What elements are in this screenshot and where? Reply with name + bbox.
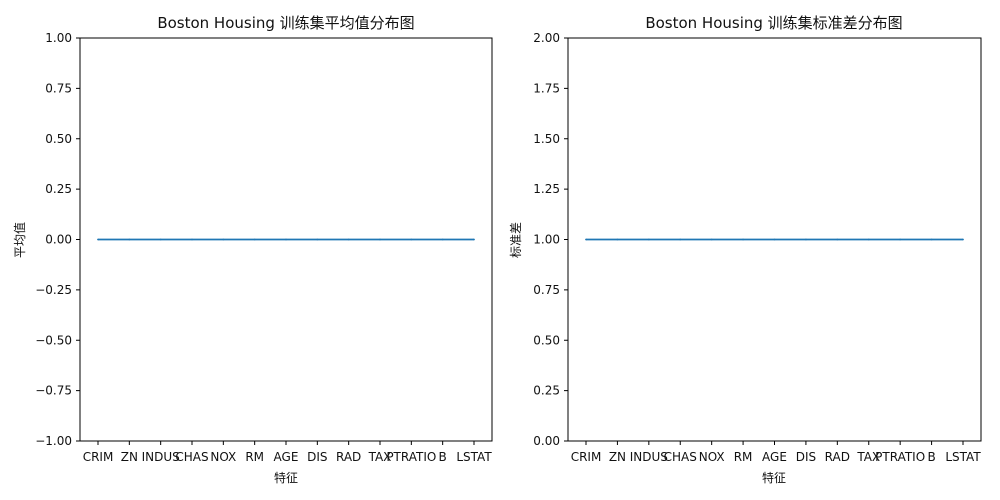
x-tick-label: RM xyxy=(734,450,753,464)
data-point xyxy=(347,238,350,241)
x-tick-label: INDUS xyxy=(142,450,180,464)
x-tick-label: LSTAT xyxy=(945,450,981,464)
y-tick-label: 2.00 xyxy=(533,31,560,45)
data-point xyxy=(867,238,870,241)
y-tick-label: 1.25 xyxy=(533,182,560,196)
data-point xyxy=(836,238,839,241)
chart-title: Boston Housing 训练集标准差分布图 xyxy=(645,14,902,32)
x-tick-label: TAX xyxy=(368,450,392,464)
x-tick-label: ZN xyxy=(609,450,626,464)
y-axis-label: 标准差 xyxy=(509,222,523,258)
y-tick-label: 0.25 xyxy=(533,384,560,398)
x-tick-label: AGE xyxy=(762,450,787,464)
y-tick-label: 0.25 xyxy=(45,182,72,196)
x-tick-label: B xyxy=(927,450,935,464)
data-point xyxy=(679,238,682,241)
y-tick-label: 0.75 xyxy=(533,283,560,297)
mean-chart-panel: Boston Housing 训练集平均值分布图 特征 平均值 −1.00 −0.… xyxy=(12,14,493,485)
data-point xyxy=(585,238,587,241)
x-tick-label: RAD xyxy=(825,450,850,464)
axis-ticks: 0.00 0.25 0.50 0.75 1.00 1.25 1.50 1.75 2.00 CRIM… xyxy=(533,31,981,464)
x-tick-label: NOX xyxy=(210,450,236,464)
y-tick-label: 1.50 xyxy=(533,132,560,146)
y-tick-label: 0.50 xyxy=(45,132,72,146)
data-point xyxy=(710,238,713,241)
y-tick-label: 1.00 xyxy=(45,31,72,45)
data-point xyxy=(962,238,964,241)
y-tick-label: 0.50 xyxy=(533,333,560,347)
x-tick-label: INDUS xyxy=(630,450,668,464)
x-tick-label: B xyxy=(439,450,447,464)
y-tick-label: 1.75 xyxy=(533,81,560,95)
axis-ticks: −1.00 −0.75 −0.50 −0.25 0.00 0.25 0.50 0.75 1.00… xyxy=(35,31,492,464)
x-tick-label: LSTAT xyxy=(456,450,492,464)
data-point xyxy=(647,238,650,241)
y-tick-label: −1.00 xyxy=(35,434,72,448)
data-point xyxy=(616,238,619,241)
x-tick-label: RM xyxy=(245,450,264,464)
x-tick-label: CRIM xyxy=(83,450,114,464)
x-tick-label: RAD xyxy=(336,450,361,464)
y-tick-label: 0.00 xyxy=(533,434,560,448)
data-point xyxy=(473,238,475,241)
data-point xyxy=(805,238,807,241)
x-tick-label: CRIM xyxy=(571,450,602,464)
y-axis-label: 平均值 xyxy=(12,222,27,258)
data-point xyxy=(159,238,162,241)
y-tick-label: 0.00 xyxy=(45,233,72,247)
y-tick-label: 1.00 xyxy=(533,233,560,247)
series-layer xyxy=(97,238,475,241)
x-tick-label: DIS xyxy=(307,450,327,464)
data-point xyxy=(316,238,319,241)
data-point xyxy=(191,238,193,241)
chart-title: Boston Housing 训练集平均值分布图 xyxy=(157,14,414,32)
data-point xyxy=(742,238,744,241)
x-tick-label: CHAS xyxy=(175,450,208,464)
data-point xyxy=(97,238,99,241)
x-tick-label: NOX xyxy=(699,450,725,464)
y-tick-label: 0.75 xyxy=(45,81,72,95)
std-chart-panel: Boston Housing 训练集标准差分布图 特征 标准差 0.00 0.25… xyxy=(509,14,982,485)
x-tick-label: PTRATIO xyxy=(386,450,436,464)
series-layer xyxy=(585,238,964,241)
x-tick-label: ZN xyxy=(121,450,138,464)
data-point xyxy=(899,238,902,241)
data-point xyxy=(410,238,413,241)
data-point xyxy=(222,238,225,241)
y-tick-label: −0.50 xyxy=(35,333,72,347)
x-tick-label: AGE xyxy=(274,450,299,464)
data-point xyxy=(379,238,381,241)
x-axis-label: 特征 xyxy=(274,470,298,485)
data-point xyxy=(930,238,933,241)
x-tick-label: DIS xyxy=(796,450,816,464)
data-point xyxy=(128,238,131,241)
x-tick-label: PTRATIO xyxy=(875,450,925,464)
data-point xyxy=(441,238,444,241)
x-tick-label: CHAS xyxy=(664,450,697,464)
data-point xyxy=(773,238,776,241)
x-axis-label: 特征 xyxy=(762,470,786,485)
y-tick-label: −0.75 xyxy=(35,384,72,398)
x-tick-label: TAX xyxy=(856,450,880,464)
y-tick-label: −0.25 xyxy=(35,283,72,297)
data-point xyxy=(253,238,256,241)
data-point xyxy=(285,238,287,241)
